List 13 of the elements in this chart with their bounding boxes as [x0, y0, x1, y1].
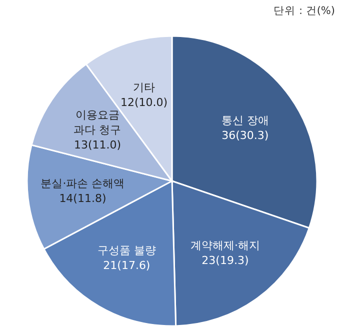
slice-label: 이용요금 과다 청구: [74, 108, 122, 137]
slice-label: 구성품 불량: [97, 244, 156, 258]
data-label: 13(11.0): [74, 138, 122, 152]
data-label: 23(19.3): [202, 254, 249, 267]
data-label: 14(11.8): [59, 192, 106, 206]
slice-label: 기타: [132, 81, 155, 94]
data-label: 36(30.3): [222, 129, 269, 142]
slice-label: 통신 장애: [221, 114, 269, 128]
slice-label: 분실·파손 손해액: [40, 177, 125, 190]
data-label: 21(17.6): [103, 259, 150, 272]
text: 단위 : 건(%): [274, 5, 335, 17]
data-label: 12(10.0): [120, 96, 168, 110]
slice-label: 계약해제·해지: [190, 238, 260, 252]
